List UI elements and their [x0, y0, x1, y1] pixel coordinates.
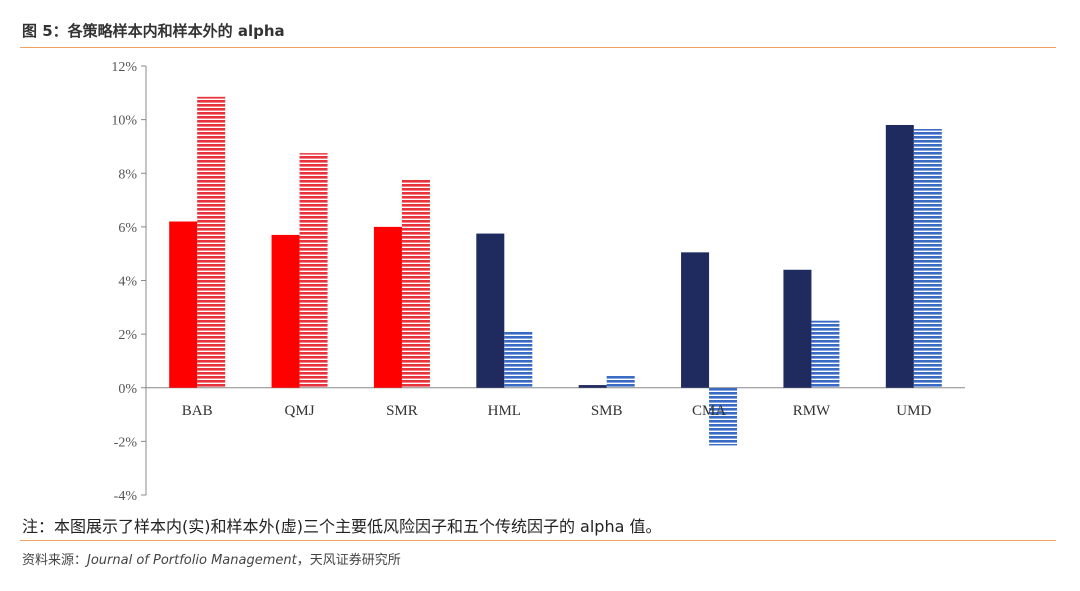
bar-in-sample-smb	[578, 385, 607, 388]
y-tick-label: 10%	[111, 114, 137, 129]
bar-out-of-sample-smr	[401, 179, 430, 388]
source-prefix: 资料来源：	[22, 553, 88, 568]
x-tick-label: BAB	[182, 403, 213, 419]
y-tick-label: 4%	[118, 275, 137, 290]
y-tick-label: 2%	[118, 328, 137, 343]
source-line: 资料来源：Journal of Portfolio Management，天风证…	[22, 549, 401, 568]
x-tick-label: UMD	[896, 403, 931, 419]
bar-in-sample-cma	[681, 252, 710, 388]
bar-in-sample-umd	[885, 124, 914, 388]
figure-title: 图 5：各策略样本内和样本外的 alpha	[22, 22, 285, 40]
x-tick-label: SMB	[591, 403, 623, 419]
y-tick-label: -2%	[114, 435, 138, 450]
bar-out-of-sample-smb	[606, 375, 635, 388]
labels-group: -4% -2% 0% 2% 4% 6% 8% 10% 12% BAB QMJ SMR HML SMB CMA…	[111, 60, 931, 504]
bar-in-sample-bab	[169, 221, 198, 388]
x-tick-label: QMJ	[285, 403, 315, 419]
y-tick-label: 12%	[111, 60, 137, 75]
bar-out-of-sample-bab	[197, 96, 226, 388]
y-tick-label: 6%	[118, 221, 137, 236]
axes-group	[141, 65, 965, 496]
bar-in-sample-hml	[476, 233, 505, 388]
bar-in-sample-rmw	[783, 269, 812, 388]
x-tick-label: SMR	[386, 403, 418, 419]
y-tick-label: 8%	[118, 167, 137, 182]
bar-chart: -4% -2% 0% 2% 4% 6% 8% 10% 12% BAB QMJ SMR HML SMB CMA…	[111, 60, 965, 504]
note-divider	[20, 540, 1056, 541]
title-divider	[20, 47, 1056, 48]
bar-out-of-sample-hml	[504, 331, 533, 388]
y-tick-label: -4%	[114, 489, 138, 504]
bar-in-sample-qmj	[271, 234, 300, 388]
x-tick-label: HML	[488, 403, 521, 419]
bar-in-sample-smr	[373, 226, 402, 388]
x-tick-label: CMA	[692, 403, 726, 419]
bar-out-of-sample-qmj	[299, 153, 328, 388]
bar-out-of-sample-cma	[709, 387, 738, 446]
source-journal: Journal of Portfolio Management	[87, 553, 297, 568]
source-suffix: ，天风证券研究所	[296, 553, 401, 568]
chart-note: 注：本图展示了样本内(实)和样本外(虚)三个主要低风险因子和五个传统因子的 al…	[22, 517, 662, 536]
bars-group	[169, 96, 942, 446]
bar-out-of-sample-umd	[913, 129, 942, 388]
x-tick-label: RMW	[793, 403, 831, 419]
bar-out-of-sample-rmw	[811, 320, 840, 388]
y-tick-label: 0%	[118, 382, 137, 397]
